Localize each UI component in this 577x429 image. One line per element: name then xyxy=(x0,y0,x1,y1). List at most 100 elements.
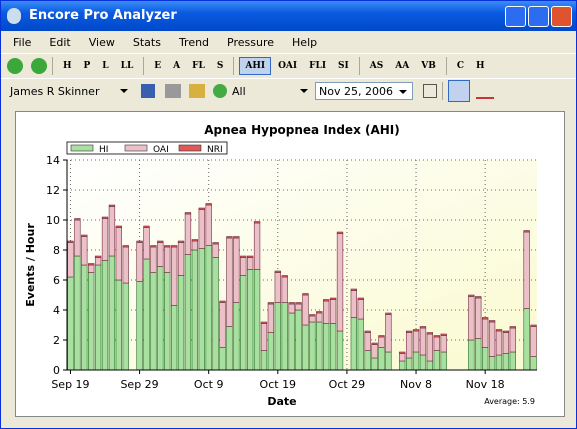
bar-segment xyxy=(212,257,219,371)
toolbar-button[interactable]: FLI xyxy=(309,61,327,71)
toolbar-button[interactable]: FL xyxy=(192,61,205,71)
legend-label: HI xyxy=(99,145,108,155)
toolbar-button[interactable]: L xyxy=(102,61,109,71)
y-tick-label: 0 xyxy=(53,364,60,377)
print[interactable] xyxy=(165,84,181,98)
bar-segment xyxy=(329,299,337,324)
bar-segment xyxy=(122,282,129,371)
bar-segment xyxy=(136,240,143,243)
bar-segment xyxy=(108,204,116,207)
toolbar-button[interactable]: C xyxy=(456,61,464,71)
bar-segment xyxy=(150,245,157,248)
menu-item[interactable]: Trend xyxy=(178,35,210,49)
menu-item[interactable]: Pressure xyxy=(227,35,275,49)
toolbar-button[interactable]: A xyxy=(173,61,181,71)
bar-segment xyxy=(378,347,385,371)
toolbar-button[interactable]: OAI xyxy=(278,61,298,71)
bar-segment xyxy=(364,350,371,371)
range-select[interactable]: All xyxy=(229,82,313,100)
toolbar-button[interactable]: S xyxy=(216,61,224,71)
bar-segment xyxy=(316,311,323,314)
menu-item[interactable]: Help xyxy=(292,35,318,49)
forward[interactable] xyxy=(31,58,47,74)
toolbar-button[interactable]: E xyxy=(154,61,162,71)
paste[interactable] xyxy=(189,84,205,98)
bar-segment xyxy=(364,332,371,351)
bar-segment xyxy=(502,332,510,354)
refresh[interactable] xyxy=(213,84,227,98)
toolbar-button[interactable]: AS xyxy=(369,61,384,71)
bar-segment xyxy=(433,350,440,371)
date-picker[interactable]: Nov 25, 2006 xyxy=(315,82,413,100)
toolbar-button[interactable]: H xyxy=(475,61,485,71)
toolbar-button[interactable]: AHI xyxy=(239,57,272,75)
back[interactable] xyxy=(7,58,23,74)
bar-segment xyxy=(488,320,496,323)
bar-segment xyxy=(274,270,281,273)
line-view[interactable] xyxy=(476,83,494,99)
bar-segment xyxy=(247,257,254,270)
toolbar-button[interactable]: LL xyxy=(120,61,134,71)
bar-segment xyxy=(219,347,226,371)
menu-item[interactable]: Edit xyxy=(49,35,71,49)
date: Nov 25, 2006 xyxy=(319,84,393,98)
bar-segment xyxy=(302,293,309,296)
range: All xyxy=(232,84,246,98)
bar-segment xyxy=(67,276,74,371)
bar-segment xyxy=(440,333,447,336)
bar-segment xyxy=(309,315,316,323)
bar-segment xyxy=(405,330,413,333)
bar-segment xyxy=(253,222,261,270)
toolbar-button[interactable]: VB xyxy=(421,61,436,71)
bar-segment xyxy=(502,353,510,371)
close[interactable] xyxy=(551,6,572,27)
menu-item[interactable]: View xyxy=(88,35,115,49)
bar-segment xyxy=(295,302,302,305)
patient-select[interactable]: James R Skinner xyxy=(7,82,133,100)
bar-segment xyxy=(433,336,440,351)
toolbar-button[interactable]: SI xyxy=(338,61,349,71)
toolbar-button[interactable]: P xyxy=(83,61,91,71)
bar-segment xyxy=(67,240,74,243)
bar-segment xyxy=(191,240,199,251)
bar-segment xyxy=(253,221,261,224)
bar-segment xyxy=(205,204,212,246)
bar-segment xyxy=(253,269,261,371)
bar-segment xyxy=(226,236,233,239)
menu-item[interactable]: File xyxy=(13,35,32,49)
legend-label: NRI xyxy=(207,145,223,155)
bar-segment xyxy=(378,335,385,338)
bar-segment xyxy=(81,236,88,266)
bar-segment xyxy=(81,234,88,237)
bar-segment xyxy=(240,255,247,258)
maximize[interactable] xyxy=(528,6,549,27)
menu-item[interactable]: Stats xyxy=(132,35,161,49)
calendar[interactable] xyxy=(423,84,437,98)
bar-segment xyxy=(336,233,344,332)
x-tick-label: Oct 19 xyxy=(260,378,297,391)
bar-segment xyxy=(150,272,157,371)
menu-bar: File Edit View Stats Trend Pressure Help xyxy=(1,31,576,53)
bar-segment xyxy=(316,321,323,371)
bar-segment xyxy=(101,218,109,261)
annotation: Average: 5.9 xyxy=(484,397,535,406)
bar-segment xyxy=(488,356,496,371)
patient: James R Skinner xyxy=(10,84,100,98)
bar-segment xyxy=(412,329,420,332)
bar-segment xyxy=(115,227,122,281)
bar-segment xyxy=(281,275,288,278)
bar-view[interactable] xyxy=(448,80,470,102)
bar-segment xyxy=(530,356,537,371)
bar-segment xyxy=(170,245,178,248)
toolbar-button[interactable]: AA xyxy=(395,61,410,71)
minimize[interactable] xyxy=(505,6,526,27)
bar-segment xyxy=(67,242,74,278)
bar-segment xyxy=(177,240,185,243)
x-tick-label: Sep 19 xyxy=(51,378,89,391)
save[interactable] xyxy=(141,84,155,98)
bar-segment xyxy=(219,300,226,303)
toolbar-button[interactable]: H xyxy=(63,61,72,71)
bar-segment xyxy=(426,332,434,335)
bar-segment xyxy=(88,272,95,371)
